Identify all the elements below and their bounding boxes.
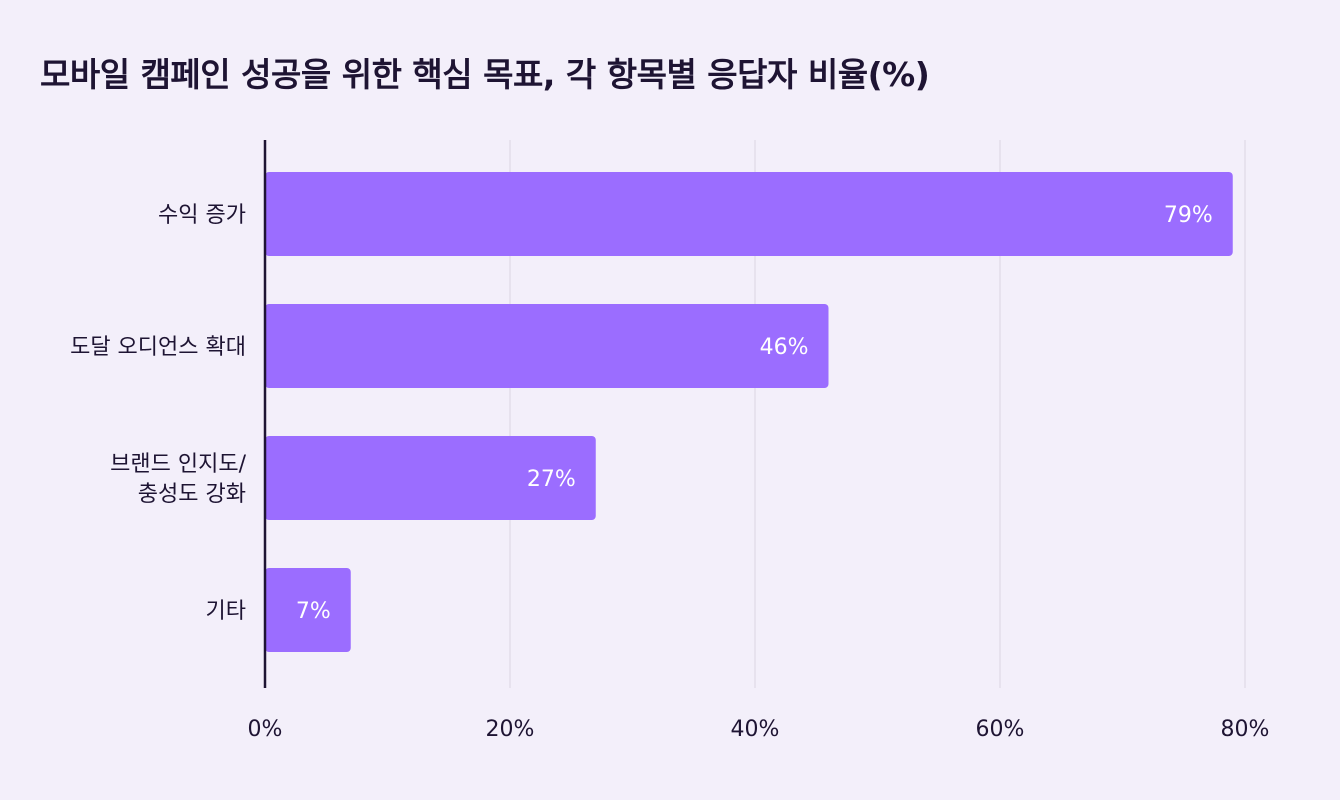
bar [265,568,351,652]
category-label: 기타 [206,599,246,624]
labels: 0% 20% 40% 60% 80% 79% 수익 증가 46% 도달 오디언스 확대 27% 브랜… [70,203,1269,742]
category-label: 수익 증가 [158,203,246,228]
x-tick-label: 20% [486,717,535,742]
category-label-line: 충성도 강화 [138,482,246,507]
x-tick-label: 40% [731,717,780,742]
chart-title: 모바일 캠페인 성공을 위한 핵심 목표, 각 항목별 응답자 비율(%) [40,55,930,94]
bar-value-label: 27% [527,467,576,492]
bar-value-label: 46% [760,335,809,360]
x-tick-label: 60% [976,717,1025,742]
category-label: 브랜드 인지도/충성도 강화 [110,452,246,507]
category-label-line: 브랜드 인지도/ [110,452,246,477]
x-tick-label: 80% [1221,717,1270,742]
bar [265,304,829,388]
category-label-line: 기타 [206,599,246,624]
category-label-line: 도달 오디언스 확대 [70,335,246,360]
bar-value-label: 7% [296,599,331,624]
x-tick-label: 0% [248,717,283,742]
category-label-line: 수익 증가 [158,203,246,228]
category-label: 도달 오디언스 확대 [70,335,246,360]
bar [265,436,596,520]
bars [265,172,1233,652]
bar-value-label: 79% [1164,203,1213,228]
bar [265,172,1233,256]
